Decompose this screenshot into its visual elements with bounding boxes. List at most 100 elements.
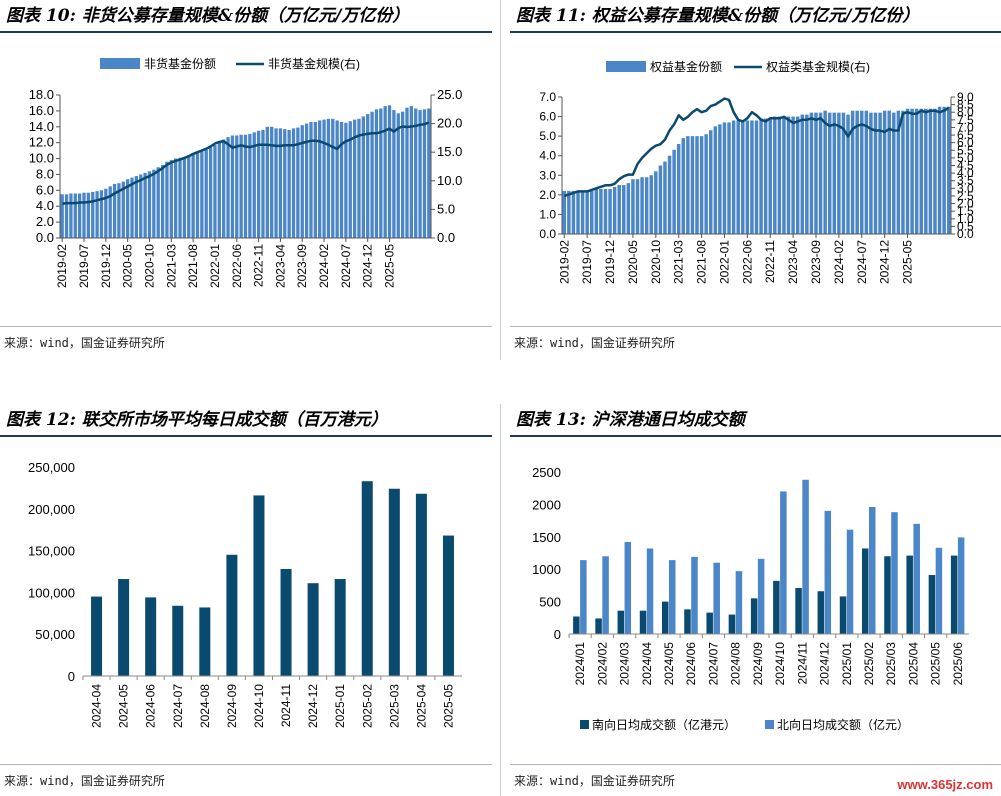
- bar: [318, 120, 322, 238]
- bar: [265, 126, 269, 238]
- bar: [708, 130, 713, 234]
- bar: [121, 181, 125, 238]
- bar: [335, 120, 339, 238]
- bar-southbound: [795, 587, 802, 634]
- bar: [357, 118, 361, 238]
- bar: [73, 193, 77, 238]
- y-tick-label-left: 4.0: [36, 198, 54, 213]
- bar: [892, 112, 896, 234]
- x-tick-label: 2022-11: [252, 244, 266, 287]
- bar: [937, 106, 942, 234]
- bar-southbound: [839, 596, 847, 634]
- bar: [603, 188, 608, 234]
- x-tick-label: 2025/04: [906, 642, 920, 686]
- legend-label: 南向日均成交额（亿港元）: [592, 717, 736, 732]
- chart-13-svg: 0 500 1000 1500 2000 2500 2024/01 2024/02 2024/0…: [532, 465, 969, 732]
- bar: [869, 112, 873, 234]
- bar: [928, 108, 933, 234]
- legend-swatch-southbound: [580, 720, 589, 729]
- x-tick-label: 2024-04: [90, 684, 104, 728]
- y-tick-label-left: 6.0: [36, 182, 54, 197]
- y-tick-label-right: 4.5: [957, 159, 974, 173]
- x-tick-label: 2021-03: [672, 240, 686, 284]
- bar: [612, 187, 617, 234]
- bar-southbound: [950, 555, 958, 634]
- bar: [213, 145, 217, 238]
- bar: [763, 118, 768, 234]
- y-tick-label-left: 0.0: [36, 230, 54, 245]
- chart-11-svg: 权益基金份额 权益类基金规模(右)0.01.02.03.04.05.06.07.0…: [539, 59, 974, 284]
- bar: [104, 188, 108, 238]
- x-tick-label: 2025/01: [840, 642, 854, 686]
- bar: [331, 118, 335, 238]
- bar: [243, 134, 248, 238]
- bar: [139, 174, 143, 238]
- bar: [933, 108, 937, 234]
- bar: [415, 493, 427, 676]
- bar: [640, 177, 644, 234]
- x-tick-label: 2024/01: [573, 642, 587, 686]
- bar: [182, 156, 187, 238]
- panel-chart-13: 图表 13: 沪深港通日均成交额 0 500 1000 1500 2000 2500 202…: [510, 404, 1001, 796]
- x-tick-label: 2023-09: [295, 244, 309, 288]
- x-tick-label: 2024/03: [618, 642, 632, 686]
- bar: [750, 120, 754, 234]
- bar: [248, 133, 252, 238]
- y-tick-label-left: 2.0: [36, 214, 54, 229]
- bar-southbound: [684, 609, 691, 634]
- x-tick-label: 2025-02: [360, 684, 374, 728]
- x-tick-label: 2024-05: [117, 684, 131, 728]
- x-tick-label: 2020-05: [626, 240, 640, 284]
- y-tick-label-right: 25.0: [437, 87, 462, 102]
- source-rule: [0, 764, 492, 765]
- bar: [187, 155, 191, 238]
- bar: [846, 114, 850, 234]
- bar: [383, 106, 387, 238]
- bar: [910, 108, 914, 234]
- y-tick-label: 1500: [532, 530, 561, 545]
- chart-title: 图表 10: 非货公募存量规模&份额（万亿元/万亿份）: [6, 6, 410, 26]
- series-line: [563, 97, 950, 198]
- bar: [322, 119, 326, 238]
- bar: [160, 164, 165, 238]
- y-tick-label-right: 6.0: [957, 136, 974, 150]
- x-tick-label: 2024-11: [279, 684, 293, 727]
- bar: [768, 118, 772, 234]
- x-tick-label: 2024-09: [225, 684, 239, 728]
- x-tick-label: 2024/09: [751, 642, 765, 686]
- bar: [134, 176, 139, 238]
- x-tick-label: 2024/04: [640, 642, 654, 686]
- x-tick-label: 2024-02: [832, 240, 846, 284]
- bar: [617, 185, 621, 234]
- bar: [727, 122, 731, 234]
- bar-northbound: [757, 558, 765, 634]
- bar-southbound: [639, 610, 647, 634]
- source-text: 来源：wind，国金证券研究所: [4, 774, 165, 788]
- y-tick-label-right: 4.0: [957, 166, 974, 180]
- bar: [400, 111, 405, 238]
- bar: [165, 161, 169, 238]
- legend-label: 权益基金份额: [650, 59, 722, 74]
- x-tick-label: 2022-06: [740, 240, 754, 284]
- x-tick-label: 2024-12: [361, 244, 375, 288]
- y-tick-label-left: 3.0: [539, 168, 556, 182]
- x-tick-label: 2024-06: [144, 684, 158, 728]
- bar: [307, 583, 319, 676]
- bar: [800, 114, 805, 234]
- bar: [64, 194, 69, 238]
- bar: [759, 118, 763, 234]
- y-tick-label-right: 0.0: [437, 230, 455, 245]
- y-tick-label: 2500: [532, 465, 561, 480]
- y-tick-label: 0: [554, 627, 561, 642]
- bar: [112, 183, 117, 238]
- bar: [644, 177, 649, 234]
- x-tick-label: 2025-04: [414, 684, 428, 728]
- y-tick-label: 2000: [532, 497, 561, 512]
- title-rule: [510, 31, 1001, 33]
- bar: [754, 120, 759, 234]
- bar: [704, 134, 708, 234]
- x-tick-label: 2025/03: [884, 642, 898, 686]
- bar: [626, 183, 631, 234]
- bar: [905, 108, 910, 234]
- bar: [773, 116, 777, 234]
